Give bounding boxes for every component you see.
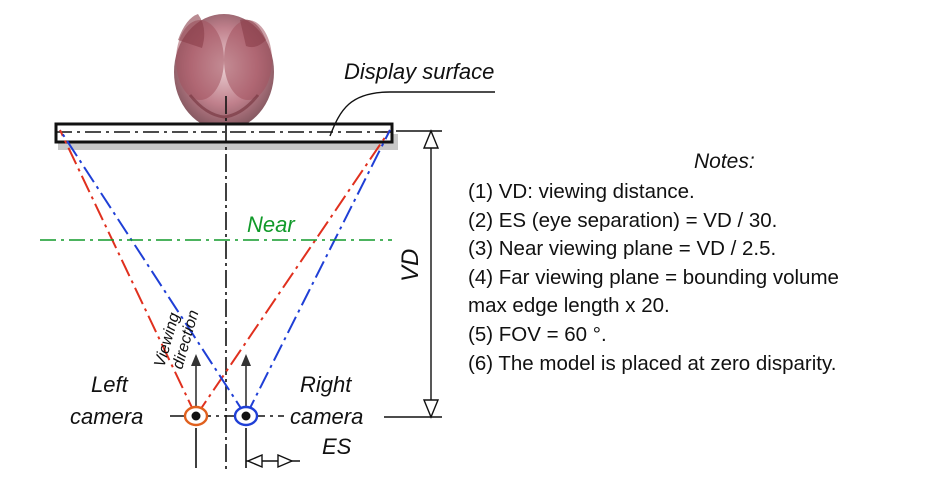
notes-panel: Notes: (1) VD: viewing distance. (2) ES … bbox=[468, 146, 949, 378]
display-surface-label: Display surface bbox=[344, 59, 494, 84]
left-camera-label-line2: camera bbox=[70, 404, 143, 429]
note-item-4: (4) Far viewing plane = bounding volume bbox=[468, 265, 839, 289]
left-camera-label-line1: Left bbox=[91, 372, 129, 397]
display-surface-leader bbox=[329, 91, 495, 137]
right-camera-marker bbox=[233, 405, 259, 427]
right-camera-label-line1: Right bbox=[300, 372, 352, 397]
near-plane-label: Near bbox=[247, 212, 296, 237]
notes-title: Notes: bbox=[694, 150, 755, 173]
es-label: ES bbox=[322, 434, 352, 459]
left-camera-marker bbox=[183, 405, 209, 427]
left-camera-frustum bbox=[59, 129, 391, 417]
note-item-2: (2) ES (eye separation) = VD / 30. bbox=[468, 208, 778, 232]
brain-model-image bbox=[174, 14, 274, 130]
viewing-direction-arrows bbox=[191, 354, 251, 408]
note-item-4-continued: max edge length x 20. bbox=[468, 294, 670, 318]
display-surface-bar bbox=[54, 122, 398, 150]
vd-label: VD bbox=[397, 249, 424, 282]
right-camera-frustum bbox=[59, 129, 391, 417]
vd-dimension bbox=[384, 129, 442, 419]
note-item-5: (5) FOV = 60 °. bbox=[468, 322, 607, 346]
note-item-1: (1) VD: viewing distance. bbox=[468, 180, 695, 203]
note-item-6: (6) The model is placed at zero disparit… bbox=[468, 351, 837, 375]
right-camera-label-line2: camera bbox=[290, 404, 363, 429]
note-item-3: (3) Near viewing plane = VD / 2.5. bbox=[468, 237, 777, 261]
es-dimension bbox=[246, 453, 300, 469]
